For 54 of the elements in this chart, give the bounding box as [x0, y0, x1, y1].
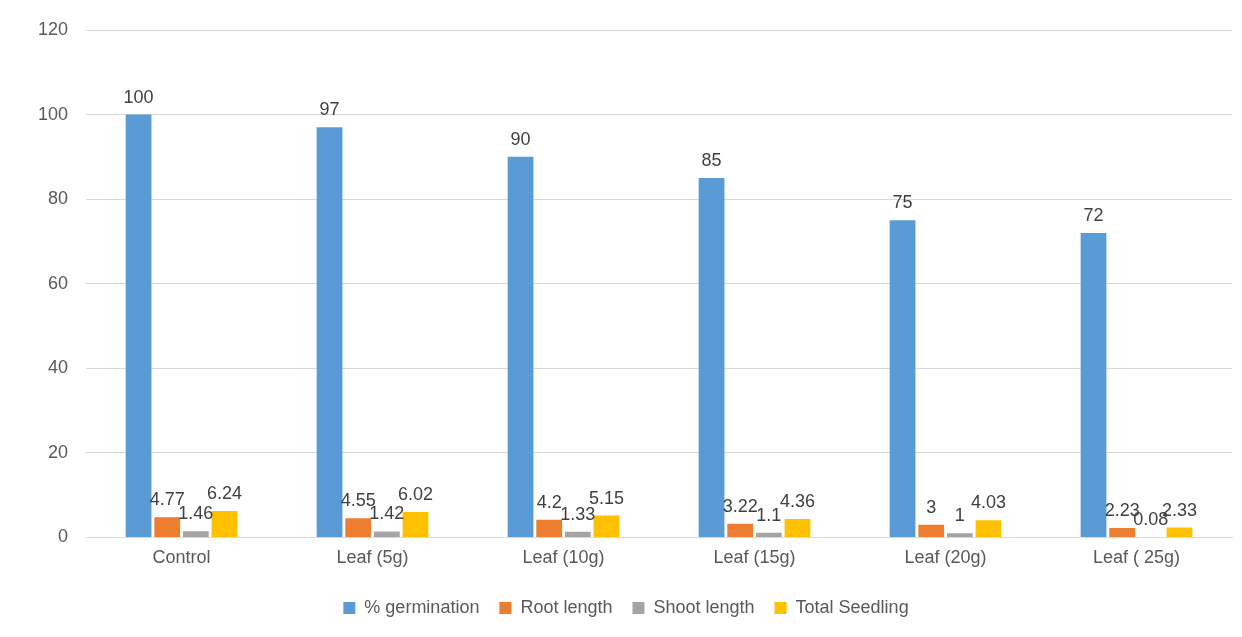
x-tick-label: Leaf (5g) [336, 547, 409, 568]
data-label: 97 [319, 99, 340, 120]
bar [564, 531, 591, 537]
y-tick-label: 80 [48, 188, 69, 209]
legend-label: % germination [364, 596, 480, 617]
y-tick-label: 20 [48, 441, 69, 462]
y-tick-label: 40 [48, 357, 69, 378]
bar [536, 519, 563, 537]
y-tick-label: 60 [48, 272, 69, 293]
x-tick-label: Leaf ( 25g) [1092, 547, 1181, 568]
x-tick-label: Leaf (10g) [522, 547, 605, 568]
bar [182, 531, 209, 537]
bar [154, 517, 181, 537]
data-label: 4.2 [536, 491, 562, 512]
bar [593, 515, 620, 537]
data-label: 6.24 [206, 482, 243, 503]
bar [727, 523, 754, 537]
bar [507, 156, 534, 537]
data-label: 72 [1083, 204, 1104, 225]
legend-label: Total Seedling [795, 596, 909, 617]
bar [1109, 527, 1136, 537]
bar [345, 518, 372, 537]
data-label: 4.36 [779, 490, 816, 511]
bar [125, 114, 152, 537]
data-label: 4.03 [970, 492, 1007, 513]
y-tick-label: 100 [37, 103, 69, 124]
data-label: 1 [954, 505, 965, 526]
y-tick-label: 0 [58, 526, 69, 547]
bar [946, 533, 973, 537]
bar [889, 220, 916, 537]
data-label: 85 [701, 149, 722, 170]
bar [402, 511, 429, 537]
bar [698, 177, 725, 537]
data-label: 3 [926, 496, 937, 517]
x-tick-label: Control [152, 547, 211, 568]
bar [211, 511, 238, 537]
y-tick-label: 120 [37, 18, 69, 39]
bar [784, 518, 811, 537]
bar [918, 524, 945, 537]
x-tick-label: Leaf (20g) [904, 547, 987, 568]
data-label: 90 [510, 128, 531, 149]
data-label: 75 [892, 192, 913, 213]
data-label: 6.02 [397, 483, 434, 504]
bar [975, 520, 1002, 537]
data-label: 1.1 [756, 504, 782, 525]
bar [1080, 232, 1107, 537]
bar [1166, 527, 1193, 537]
legend-label: Root length [520, 596, 613, 617]
bar [755, 532, 782, 537]
x-tick-label: Leaf (15g) [713, 547, 796, 568]
bar [316, 127, 343, 537]
legend-label: Shoot length [653, 596, 755, 617]
data-label: 100 [123, 86, 154, 107]
bar [373, 531, 400, 537]
